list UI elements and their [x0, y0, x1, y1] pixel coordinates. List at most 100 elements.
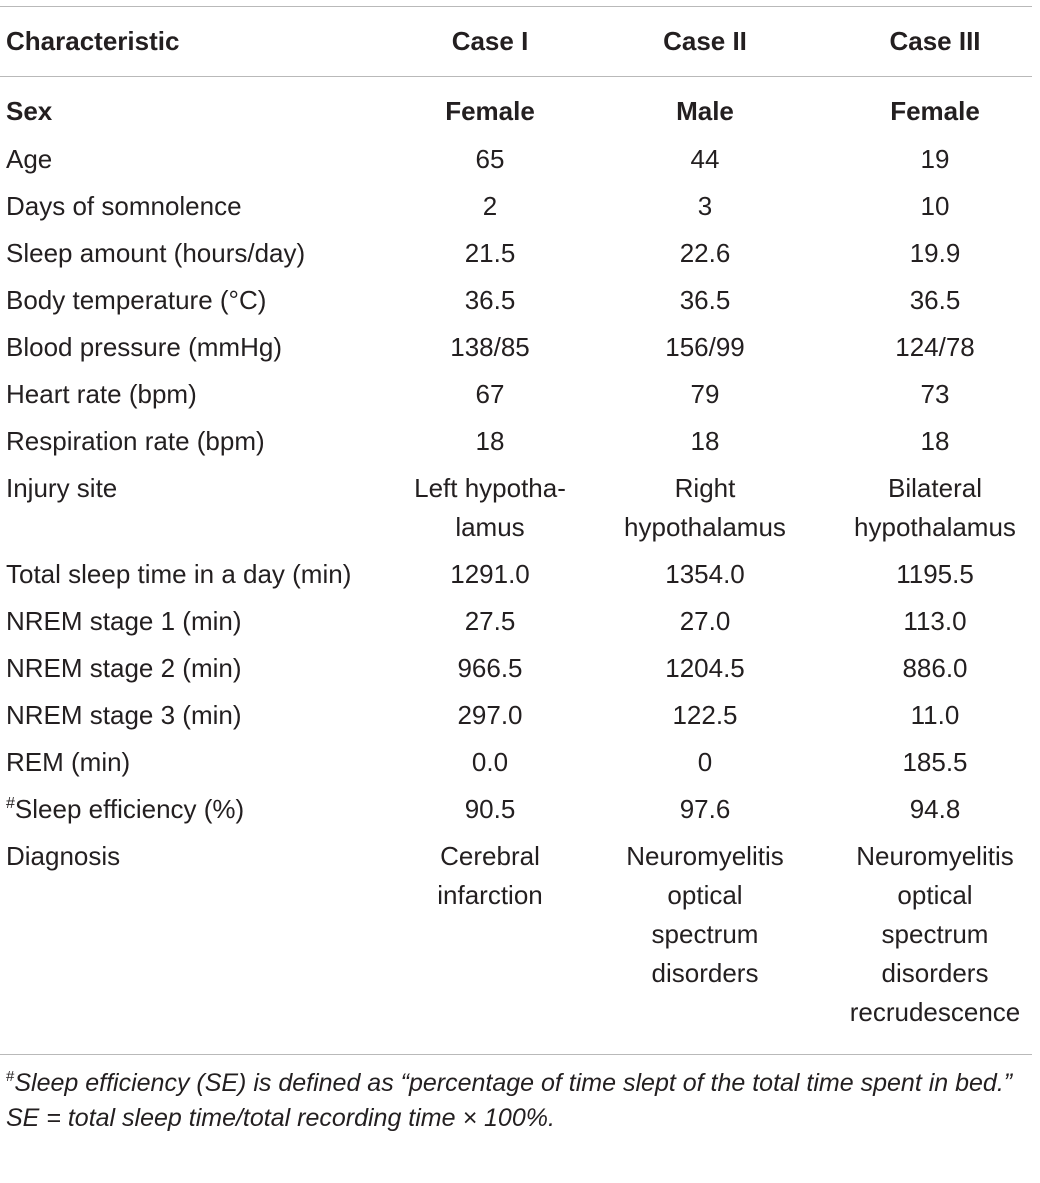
- row-label: Injury site: [6, 469, 406, 508]
- case-1-value: 36.5: [400, 281, 580, 320]
- cell-text: 18: [690, 426, 720, 456]
- cell-line: disorders: [651, 958, 759, 988]
- cell-text: 966.5: [457, 653, 523, 683]
- row-label: Age: [6, 140, 406, 179]
- cell-line: spectrum: [651, 919, 759, 949]
- case-3-value: 19: [840, 140, 1030, 179]
- case-1-value: 18: [400, 422, 580, 461]
- cell-text: NREM stage 3 (min): [6, 700, 242, 730]
- cell-text: 27.5: [464, 606, 516, 636]
- cell-text: 90.5: [464, 794, 516, 824]
- cell-text: Injury site: [6, 473, 118, 503]
- case-1-value: 297.0: [400, 696, 580, 735]
- cell-line: lamus: [455, 512, 525, 542]
- cell-text: Days of somnolence: [6, 191, 242, 221]
- case-1-value: 27.5: [400, 602, 580, 641]
- case-3-value: 185.5: [840, 743, 1030, 782]
- cell-text: 0.0: [471, 747, 509, 777]
- cell-text: 886.0: [902, 653, 968, 683]
- case-2-value: 156/99: [615, 328, 795, 367]
- cell-text: 1291.0: [450, 559, 530, 589]
- cell-text: 11.0: [910, 700, 960, 730]
- cell-text: 122.5: [672, 700, 738, 730]
- cell-line: recrudescence: [849, 997, 1021, 1027]
- cell-text: 138/85: [450, 332, 530, 362]
- case-2-value: 36.5: [615, 281, 795, 320]
- case-3-value: Neuromyelitis optical spectrum disorders rec…: [840, 837, 1030, 1032]
- cell-text: 3: [697, 191, 713, 221]
- cell-text: 10: [920, 191, 950, 221]
- case-2-value: Neuromyelitis optical spectrum disorders: [615, 837, 795, 993]
- cell-text: Body temperature (°C): [6, 285, 267, 315]
- case-1-value: 138/85: [400, 328, 580, 367]
- row-label: Body temperature (°C): [6, 281, 406, 320]
- header-case-2: Case II: [663, 26, 747, 56]
- cell-text: 124/78: [895, 332, 975, 362]
- cell-line: Bilateral: [888, 473, 982, 503]
- cell-text: Respiration rate (bpm): [6, 426, 265, 456]
- case-3-value: 94.8: [840, 790, 1030, 829]
- cell-text: 19.9: [909, 238, 961, 268]
- cell-line: disorders: [881, 958, 989, 988]
- case-2-value: 97.6: [615, 790, 795, 829]
- top-rule: [0, 6, 1032, 7]
- case-3-value: 73: [840, 375, 1030, 414]
- header-case-3: Case III: [889, 26, 981, 56]
- case-1-value: 90.5: [400, 790, 580, 829]
- cell-line: hypothalamus: [624, 512, 786, 542]
- case-2-value: Male: [676, 96, 734, 126]
- cell-text: 156/99: [665, 332, 745, 362]
- cell-line: optical: [667, 880, 743, 910]
- case-2-value: 0: [615, 743, 795, 782]
- case-1-value: Cerebral infarction: [400, 837, 580, 915]
- row-label: #Sleep efficiency (%): [6, 790, 406, 829]
- cell-text: 97.6: [679, 794, 731, 824]
- case-2-value: 79: [615, 375, 795, 414]
- cell-line: infarction: [437, 880, 543, 910]
- cell-text: 113.0: [903, 606, 967, 636]
- cell-text: Heart rate (bpm): [6, 379, 197, 409]
- cell-text: 1354.0: [665, 559, 745, 589]
- cell-line: hypothalamus: [854, 512, 1016, 542]
- cell-line: spectrum: [881, 919, 989, 949]
- cell-text: 2: [482, 191, 498, 221]
- cell-line: Left hypotha-: [414, 473, 566, 503]
- case-3-value: 19.9: [840, 234, 1030, 273]
- footer-rule: [0, 1054, 1032, 1055]
- row-label: REM (min): [6, 743, 406, 782]
- case-3-value: 886.0: [840, 649, 1030, 688]
- cell-text: 19: [920, 144, 950, 174]
- case-1-value: 67: [400, 375, 580, 414]
- row-label: Sleep amount (hours/day): [6, 234, 406, 273]
- case-2-value: 3: [615, 187, 795, 226]
- cell-text: 297.0: [457, 700, 523, 730]
- footnote-mark: #: [6, 1068, 15, 1085]
- case-2-value: 1204.5: [615, 649, 795, 688]
- case-3-value: Bilateral hypothalamus: [840, 469, 1030, 547]
- cell-text: 36.5: [679, 285, 731, 315]
- cell-text: 67: [475, 379, 505, 409]
- case-2-value: 22.6: [615, 234, 795, 273]
- case-1-value: 0.0: [400, 743, 580, 782]
- row-label: Sex: [6, 96, 53, 126]
- case-3-value: 113.0: [840, 602, 1030, 641]
- header-characteristic: Characteristic: [6, 26, 180, 56]
- cell-line: optical: [897, 880, 973, 910]
- row-label: Total sleep time in a day (min): [6, 555, 406, 594]
- case-3-value: 1195.5: [840, 555, 1030, 594]
- cell-text: 185.5: [902, 747, 968, 777]
- case-2-value: Right hypothalamus: [615, 469, 795, 547]
- cell-text: 1195.5: [896, 559, 974, 589]
- case-1-value: Left hypotha-lamus: [400, 469, 580, 547]
- case-1-value: Female: [445, 96, 535, 126]
- footnote-mark: #: [6, 795, 15, 812]
- table-footnote: #Sleep efficiency (SE) is defined as “pe…: [6, 1066, 1036, 1136]
- case-1-value: 1291.0: [400, 555, 580, 594]
- case-2-value: 44: [615, 140, 795, 179]
- cell-line: Right: [674, 473, 736, 503]
- row-label: Respiration rate (bpm): [6, 422, 406, 461]
- cell-text: 44: [690, 144, 720, 174]
- footnote-formula: SE = total sleep time/total recording ti…: [6, 1104, 555, 1132]
- case-2-value: 1354.0: [615, 555, 795, 594]
- case-3-value: 18: [840, 422, 1030, 461]
